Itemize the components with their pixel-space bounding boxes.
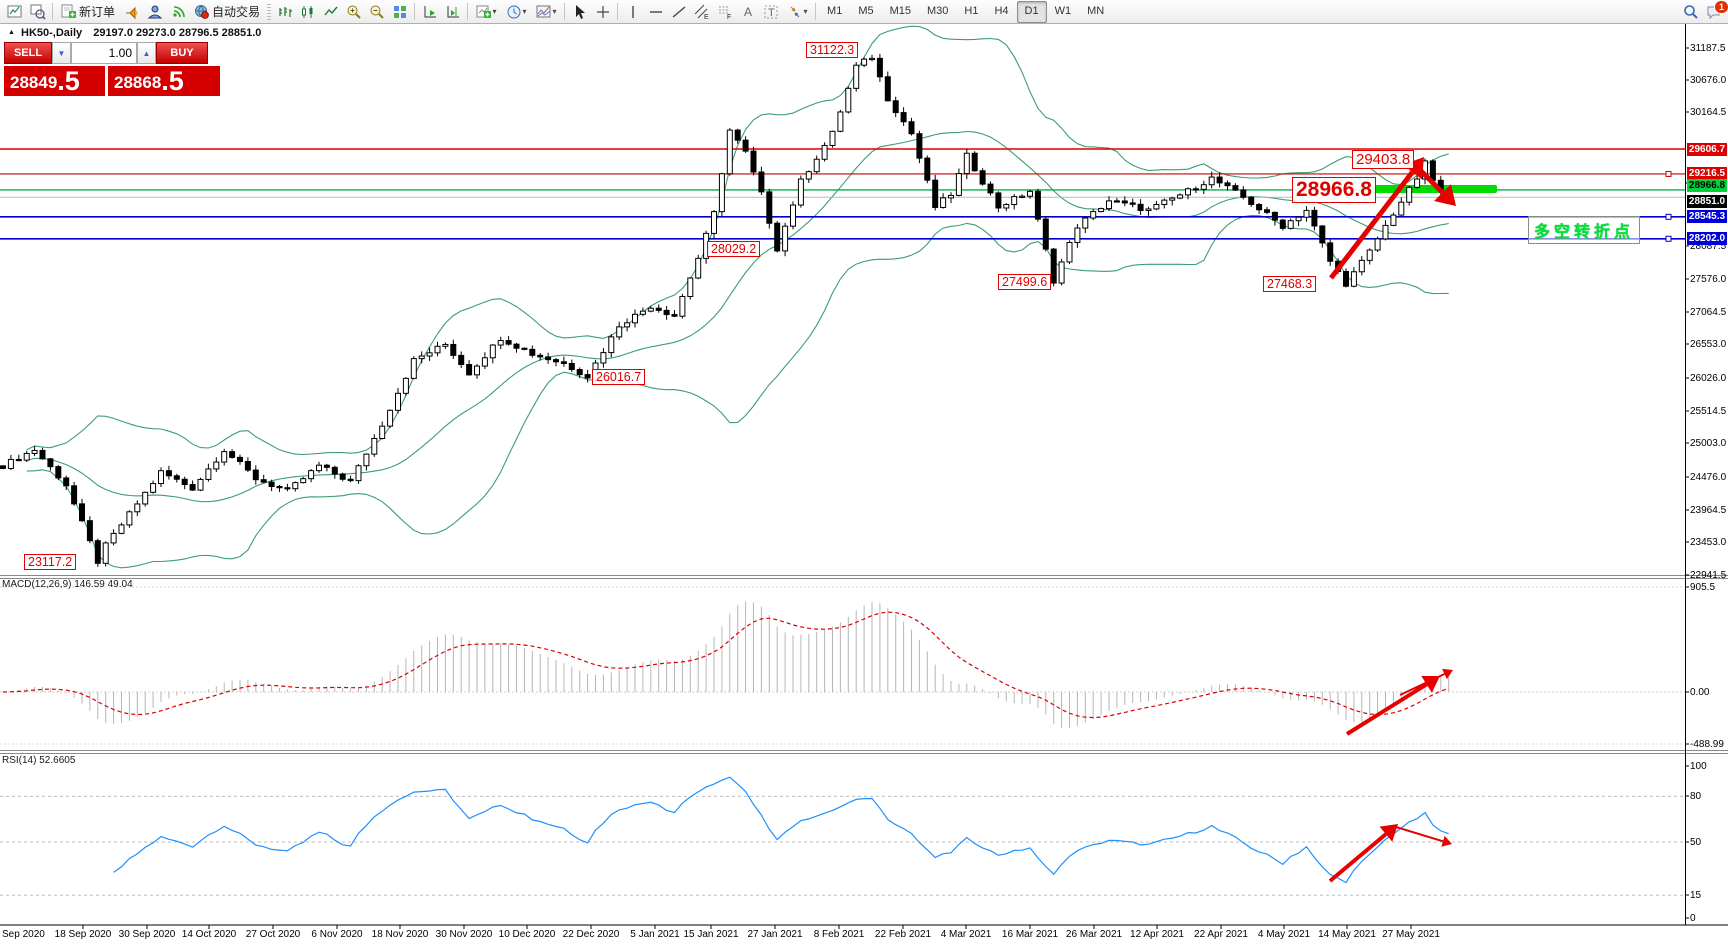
new-chart-icon[interactable] bbox=[3, 2, 26, 22]
expert-advisor-icon[interactable] bbox=[143, 2, 166, 22]
timeframe-h1[interactable]: H1 bbox=[964, 4, 979, 17]
timeframe-m30[interactable]: M30 bbox=[927, 4, 949, 17]
one-click-trade-panel: SELL ▼ ▲ BUY 28849 .5 28868 .5 bbox=[4, 42, 220, 96]
volume-increase-button[interactable]: ▲ bbox=[137, 42, 156, 64]
timeframe-w1[interactable]: W1 bbox=[1054, 4, 1072, 17]
timeframe-m5[interactable]: M5 bbox=[858, 4, 874, 17]
new-order-label: 新订单 bbox=[79, 5, 116, 19]
macd-signal-line bbox=[2, 611, 1449, 719]
price-annotation-27499.6[interactable]: 27499.6 bbox=[998, 274, 1052, 290]
buy-price-main: 28868 bbox=[114, 73, 162, 92]
autotrade-icon bbox=[195, 5, 209, 19]
chart-symbol-period: HK50-,Daily bbox=[21, 27, 83, 39]
bollinger-middle bbox=[26, 130, 1449, 503]
line-chart-mode-icon[interactable] bbox=[319, 2, 342, 22]
text-tool-icon[interactable]: A bbox=[736, 2, 759, 22]
autotrade-label: 自动交易 bbox=[212, 5, 261, 19]
text-label-tool-icon[interactable]: T bbox=[759, 2, 782, 22]
chart-shift-icon[interactable] bbox=[441, 2, 464, 22]
price-annotation-28029.2[interactable]: 28029.2 bbox=[707, 241, 761, 257]
zoom-in-icon[interactable] bbox=[342, 2, 365, 22]
text-letter: A bbox=[744, 5, 752, 19]
timeframe-m15[interactable]: M15 bbox=[889, 4, 911, 17]
crosshair-tool-icon[interactable] bbox=[591, 2, 614, 22]
equidistant-channel-tool-icon[interactable]: E bbox=[690, 2, 713, 22]
sell-price[interactable]: 28849 .5 bbox=[4, 66, 105, 96]
symbol-marker-icon: ▲ bbox=[8, 29, 15, 36]
sell-price-frac: .5 bbox=[57, 66, 80, 96]
cursor-tool-icon[interactable] bbox=[568, 2, 591, 22]
new-order-button[interactable]: 新订单 bbox=[56, 2, 120, 22]
buy-price-frac: .5 bbox=[161, 66, 184, 96]
volume-input[interactable] bbox=[71, 42, 137, 64]
fibonacci-tool-icon[interactable]: F bbox=[713, 2, 736, 22]
macd-indicator-label: MACD(12,26,9) 146.59 49.04 bbox=[2, 579, 133, 590]
volume-decrease-button[interactable]: ▼ bbox=[52, 42, 71, 64]
chart-title: ▲ HK50-,Daily 29197.0 29273.0 28796.5 28… bbox=[8, 27, 261, 39]
timeframe-m1[interactable]: M1 bbox=[827, 4, 843, 17]
timeframe-mn[interactable]: MN bbox=[1087, 4, 1105, 17]
price-annotation-27468.3[interactable]: 27468.3 bbox=[1263, 276, 1317, 292]
chart-profiles-icon[interactable] bbox=[26, 2, 49, 22]
templates-menu-icon[interactable]: ▾ bbox=[531, 2, 561, 22]
sell-button[interactable]: SELL bbox=[4, 42, 52, 64]
timeframe-h4[interactable]: H4 bbox=[994, 4, 1009, 17]
autotrade-button[interactable]: 自动交易 bbox=[189, 2, 265, 22]
new-order-icon bbox=[61, 4, 76, 18]
trend-arrow-2[interactable] bbox=[1410, 160, 1456, 206]
horizontal-line-tool-icon[interactable] bbox=[644, 2, 667, 22]
notification-badge: 1 bbox=[1713, 0, 1728, 14]
price-annotation-29403.8[interactable]: 29403.8 bbox=[1352, 150, 1415, 169]
sound-horn-icon[interactable] bbox=[120, 2, 143, 22]
price-annotation-28966.8[interactable]: 28966.8 bbox=[1292, 177, 1376, 203]
price-annotation-31122.3[interactable]: 31122.3 bbox=[806, 42, 859, 58]
price-annotation-26016.7[interactable]: 26016.7 bbox=[592, 369, 646, 385]
search-icon[interactable] bbox=[1679, 2, 1702, 22]
vertical-line-tool-icon[interactable] bbox=[621, 2, 644, 22]
pivot-note-label[interactable]: 多空转折点 bbox=[1528, 216, 1641, 244]
signal-icon[interactable] bbox=[166, 2, 189, 22]
buy-price[interactable]: 28868 .5 bbox=[108, 66, 220, 96]
arrows-tool-icon[interactable]: ▾ bbox=[782, 2, 812, 22]
sell-price-main: 28849 bbox=[10, 73, 58, 92]
bollinger-lower bbox=[26, 214, 1449, 569]
periods-menu-icon[interactable]: ▾ bbox=[501, 2, 531, 22]
rsi-line bbox=[113, 776, 1449, 884]
trend-arrow-3[interactable] bbox=[1345, 675, 1440, 736]
timeframe-group: M1 M5 M15 M30 H1 H4 D1 W1 MN bbox=[819, 0, 1112, 23]
tile-windows-icon[interactable] bbox=[388, 2, 411, 22]
zoom-out-icon[interactable] bbox=[365, 2, 388, 22]
trend-arrow-5[interactable] bbox=[1328, 824, 1398, 883]
bollinger-upper bbox=[26, 25, 1449, 456]
indicators-menu-icon[interactable]: ▾ bbox=[471, 2, 501, 22]
channel-letter: E bbox=[704, 14, 709, 20]
trend-arrow-6[interactable] bbox=[1395, 826, 1452, 847]
fibo-letter: F bbox=[727, 14, 731, 20]
rsi-indicator-label: RSI(14) 52.6605 bbox=[2, 755, 76, 766]
chart-ohlc-values: 29197.0 29273.0 28796.5 28851.0 bbox=[93, 27, 262, 39]
trendline-tool-icon[interactable] bbox=[667, 2, 690, 22]
trend-arrow-4[interactable] bbox=[1399, 668, 1453, 696]
timeframe-d1[interactable]: D1 bbox=[1016, 0, 1047, 23]
buy-button[interactable]: BUY bbox=[156, 42, 208, 64]
candlestick-mode-icon[interactable] bbox=[296, 2, 319, 22]
label-letter: T bbox=[768, 7, 775, 19]
main-toolbar: 新订单 自动交易 ▾ ▾ bbox=[0, 0, 1728, 24]
bar-chart-mode-icon[interactable] bbox=[273, 2, 296, 22]
price-annotation-23117.2[interactable]: 23117.2 bbox=[24, 554, 77, 570]
auto-scroll-icon[interactable] bbox=[418, 2, 441, 22]
pivot-zone-highlight[interactable] bbox=[1360, 185, 1497, 193]
notifications-icon[interactable]: 1 bbox=[1702, 0, 1728, 22]
